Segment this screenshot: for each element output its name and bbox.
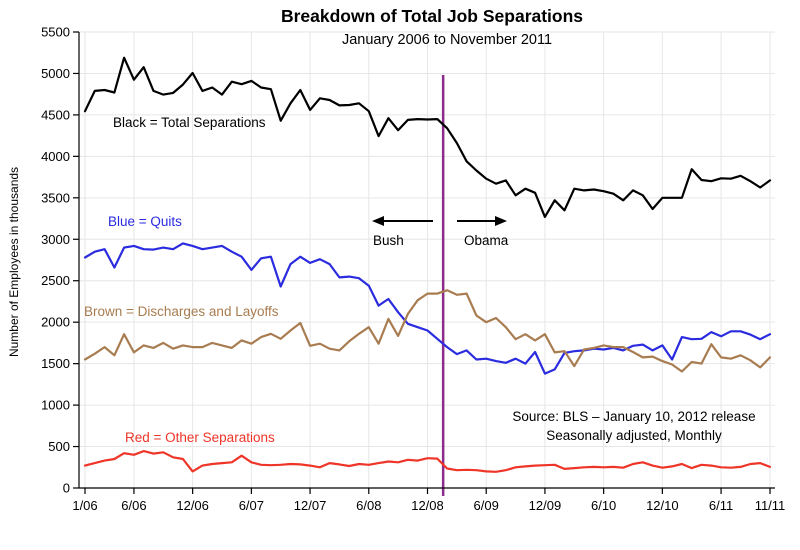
- legend-quits: Blue = Quits: [108, 214, 182, 229]
- series-line-discharges-and-layoffs: [83, 289, 772, 373]
- x-tick-label: 6/11: [709, 498, 733, 513]
- x-tick-label: 12/08: [411, 498, 444, 513]
- legend-total-separations: Black = Total Separations: [113, 115, 266, 130]
- series-lines: [83, 56, 772, 473]
- y-tick-label: 5500: [41, 25, 70, 40]
- obama-label: Obama: [464, 233, 509, 248]
- x-tick-label: 6/10: [591, 498, 616, 513]
- y-tick-label: 2000: [41, 315, 70, 330]
- y-tick-label: 1500: [41, 356, 70, 371]
- x-tick-label: 11/11: [755, 498, 786, 513]
- gridlines: [79, 31, 775, 489]
- legend-discharges-layoffs: Brown = Discharges and Layoffs: [84, 304, 279, 319]
- y-tick-label: 4000: [41, 149, 70, 164]
- x-tick-label: 6/07: [239, 498, 264, 513]
- x-tick-label: 12/10: [646, 498, 679, 513]
- series-line-other-separations: [83, 450, 772, 473]
- source-line-2: Seasonally adjusted, Monthly: [546, 428, 722, 443]
- x-tick-label: 6/06: [121, 498, 146, 513]
- chart-subtitle: January 2006 to November 2011: [341, 32, 553, 48]
- tick-labels: 0 500 1000 1500 2000 2500 3000 3500 4000 4500 5000…: [41, 25, 785, 514]
- axes: [73, 31, 775, 494]
- y-tick-label: 2500: [41, 273, 70, 288]
- source-line-1: Source: BLS – January 10, 2012 release: [512, 409, 756, 424]
- y-tick-label: 3000: [41, 232, 70, 247]
- bush-arrow-icon: [372, 216, 433, 226]
- x-tick-label: 12/06: [176, 498, 209, 513]
- y-tick-label: 0: [63, 481, 70, 496]
- y-tick-label: 500: [48, 439, 70, 454]
- series-line-total-separations: [83, 56, 772, 218]
- bush-label: Bush: [373, 233, 404, 248]
- y-tick-label: 5000: [41, 66, 70, 81]
- x-tick-label: 12/09: [529, 498, 562, 513]
- series-line-quits: [83, 242, 772, 375]
- y-tick-label: 1000: [41, 398, 70, 413]
- y-tick-label: 4500: [41, 107, 70, 122]
- chart-title: Breakdown of Total Job Separations: [280, 6, 584, 26]
- legend-other-separations: Red = Other Separations: [125, 430, 275, 445]
- x-tick-label: 1/06: [72, 498, 97, 513]
- obama-arrow-icon: [457, 216, 507, 226]
- x-tick-label: 6/08: [356, 498, 381, 513]
- y-axis-title: Number of Employees in thousands: [7, 166, 21, 358]
- x-tick-label: 6/09: [474, 498, 499, 513]
- x-tick-label: 12/07: [294, 498, 327, 513]
- y-tick-label: 3500: [41, 190, 70, 205]
